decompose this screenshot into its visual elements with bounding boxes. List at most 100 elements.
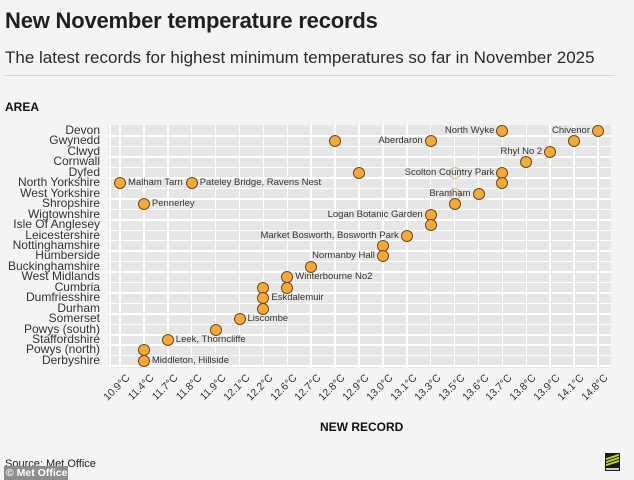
data-point-label: Pennerley [151,198,195,210]
data-point-label: Scolton Country Park [404,166,495,178]
data-point-label: North Wyke [444,125,495,136]
gridline-vertical [501,125,504,368]
gridline-vertical [549,125,551,368]
y-tick-label: North Yorkshire [17,175,100,190]
data-point[interactable] [305,260,318,273]
data-point-label: Winterbourne No2 [295,271,373,283]
data-point[interactable] [448,166,461,179]
data-point-label: Liscombe [247,313,289,325]
gridline-vertical [262,125,265,368]
data-point[interactable] [424,219,437,232]
data-point[interactable] [209,323,222,336]
gridline-horizontal [108,187,611,190]
data-point-label: Chivenor [551,125,590,136]
y-tick-label: Dyfed [68,164,100,179]
y-tick-label: Powys (south) [23,321,100,336]
y-tick-label: Gwynedd [49,133,100,148]
gridline-vertical [310,125,312,368]
gridline-vertical [525,125,528,368]
y-tick-label: Devon [65,123,100,137]
gridline-vertical [477,125,480,368]
data-point-label: Malham Tarn [128,177,183,189]
x-axis-title: NEW RECORD [320,420,404,434]
gridline-vertical [190,125,193,368]
gridline-horizontal [108,250,611,252]
gridline-vertical [109,125,111,368]
data-point-label: Middleton, Hillside [151,354,229,366]
gridline-horizontal [108,292,611,294]
data-point[interactable] [400,229,413,242]
data-point[interactable] [137,354,150,367]
plot-area: North Wyke Chivenor Aberdaron Rhyl No 2 Scol… [108,125,611,368]
gridline-horizontal [108,219,611,221]
data-point-label: Pateley Bridge, Ravens Nest [199,177,322,189]
y-tick-label: Clwyd [67,143,100,158]
data-point[interactable] [376,250,389,263]
data-point[interactable] [185,177,198,190]
header-divider [5,75,615,76]
data-point-label: Aberdaron [378,135,423,147]
data-point[interactable] [353,166,365,179]
data-point-label: Normanby Hall [312,250,375,262]
chart-title: New November temperature records [5,8,378,33]
y-tick-label: Somerset [48,311,100,326]
data-point-label: Market Bosworth, Bosworth Park [260,229,399,241]
y-tick-label: Derbyshire [41,352,100,367]
gridline-horizontal [108,135,611,137]
y-tick-label: Leicestershire [25,227,100,242]
gridline-vertical [429,125,432,368]
gridline-horizontal [108,323,611,326]
gridline-horizontal [108,302,611,305]
y-tick-label: Wigtownshire [27,206,100,221]
gridline-vertical [358,125,360,368]
data-point[interactable] [329,135,342,148]
data-point[interactable] [448,198,461,211]
gridline-horizontal [108,145,611,148]
data-point[interactable] [114,177,126,190]
data-point[interactable] [520,156,533,169]
data-point-label: Eskdalemuir [271,292,324,304]
gridline-horizontal [108,198,611,200]
data-point[interactable] [281,281,294,294]
gridline-horizontal [108,344,611,346]
data-point[interactable] [496,177,509,190]
gridline-horizontal [108,334,611,336]
data-point[interactable] [592,125,604,137]
met-office-logo-icon [605,453,620,471]
y-tick-label: Nottinghamshire [12,237,100,252]
data-point-label: Rhyl No 2 [500,145,543,157]
data-point[interactable] [137,198,150,211]
gridline-vertical [119,125,121,368]
data-point[interactable] [568,135,581,148]
data-point[interactable] [424,135,437,148]
gridline-horizontal [108,365,611,367]
data-point[interactable] [496,125,509,137]
gridline-horizontal [108,208,611,211]
gridline-vertical [214,125,217,368]
y-axis-title: AREA [5,100,40,114]
data-point[interactable] [472,187,485,200]
y-tick-label: West Yorkshire [20,185,100,200]
data-point-label: Bramham [429,187,471,199]
data-point[interactable] [161,334,174,346]
gridline-vertical [167,125,169,368]
gridline-horizontal [108,239,611,242]
data-point[interactable] [544,145,557,158]
data-point[interactable] [257,302,270,315]
gridline-vertical [406,125,408,368]
gridline-vertical [573,125,575,368]
y-tick-label: West Midlands [21,269,100,284]
chart-subtitle: The latest records for highest minimum t… [5,48,595,67]
data-point[interactable] [233,313,246,326]
y-tick-label: Cornwall [53,154,100,169]
gridline-vertical [238,125,241,368]
gridline-horizontal [108,260,611,263]
gridline-horizontal [108,281,611,284]
y-tick-label: Dumfriesshire [25,290,100,305]
y-tick-label: Humberside [35,248,100,263]
y-tick-label: Isle Of Anglesey [13,217,100,232]
gridline-horizontal [108,271,611,273]
y-tick-label: Durham [57,300,100,315]
image-credit: © Met Office [4,466,68,480]
y-tick-label: Powys (north) [25,342,100,357]
